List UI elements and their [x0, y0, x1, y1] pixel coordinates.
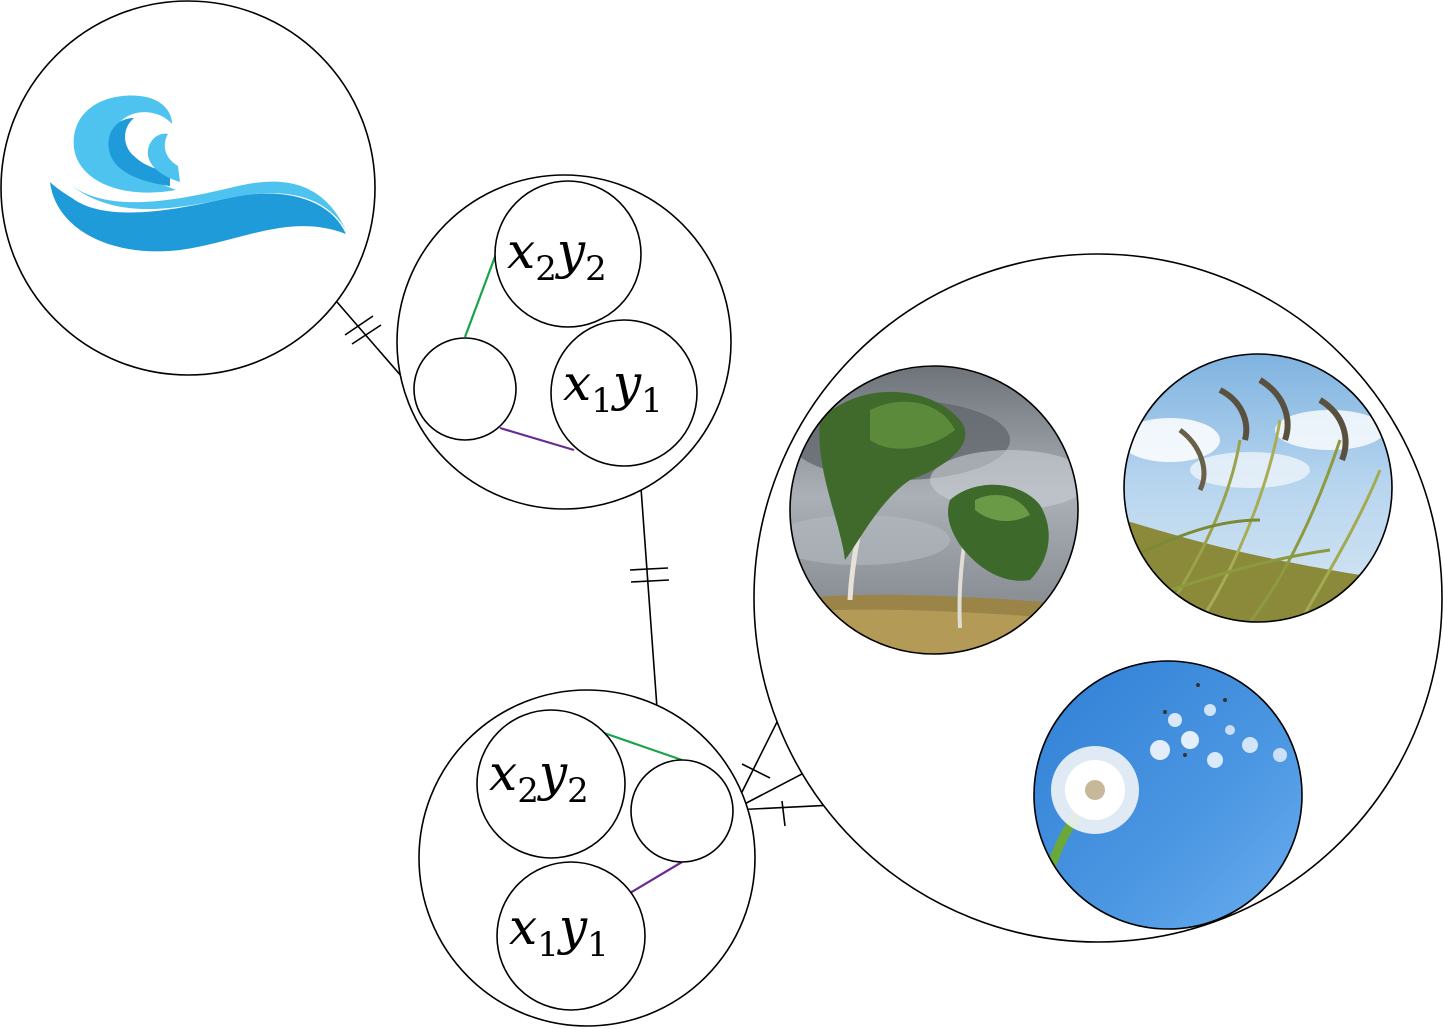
wave-node-circle [0, 0, 376, 376]
tick-mark [630, 579, 670, 583]
windblown-trees-photo-border [789, 365, 1079, 655]
green-link [603, 731, 683, 762]
bottom-node-empty-circle [630, 759, 734, 863]
tick-mark [781, 800, 786, 827]
wave-node [0, 0, 376, 376]
bottom-node-x1y1-circle [496, 861, 646, 1011]
green-link [463, 253, 498, 338]
bottom-node: x2y2 x1y1 [418, 689, 756, 1027]
x1y1-label: x1y1 [509, 898, 609, 965]
x1y1-label: x1y1 [563, 354, 663, 421]
examples-node [753, 253, 1443, 943]
windblown-reeds-photo [1124, 354, 1392, 622]
bottom-node-x2y2-circle [476, 709, 626, 859]
tick-mark [351, 324, 382, 345]
windblown-reeds-photo-border [1123, 353, 1393, 623]
top-node: x2y2 x1y1 [396, 174, 732, 510]
purple-link [629, 861, 683, 894]
tick-mark [344, 315, 374, 336]
edge-node-top-to-node-bottom [640, 487, 658, 709]
top-node-x2y2-circle [494, 180, 642, 328]
dandelion-seeds-photo-border [1033, 660, 1303, 930]
purple-link [499, 426, 575, 452]
top-node-empty-circle [413, 337, 517, 441]
dandelion-seeds-photo [1034, 661, 1302, 929]
x2y2-label: x2y2 [507, 222, 607, 289]
wave-icon [50, 95, 346, 252]
tick-mark [741, 763, 771, 779]
x2y2-label: x2y2 [489, 744, 589, 811]
top-node-x1y1-circle [550, 319, 698, 467]
tick-mark [629, 567, 669, 571]
